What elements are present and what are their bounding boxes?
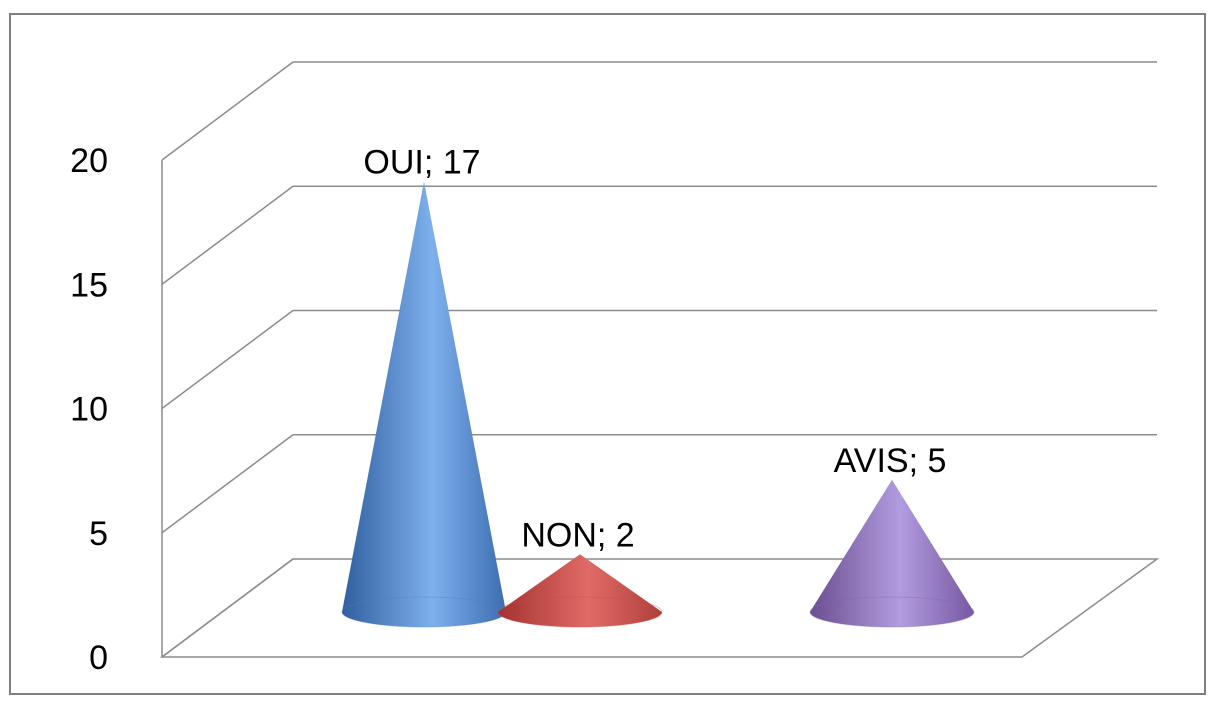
cone-base xyxy=(809,596,975,628)
chart-floor xyxy=(159,558,1160,658)
cone-body xyxy=(342,181,506,628)
chart-cones xyxy=(341,181,975,628)
cone-non xyxy=(497,554,663,628)
y-tick-label: 5 xyxy=(89,515,108,553)
floor-outline xyxy=(159,558,1160,658)
data-label-oui: OUI; 17 xyxy=(363,144,480,182)
chart-border xyxy=(9,13,1206,695)
y-tick-label: 20 xyxy=(70,142,108,180)
chart-walls xyxy=(161,61,1157,658)
cone-oui xyxy=(341,181,507,628)
gridline-side xyxy=(161,185,294,285)
gridline-side xyxy=(161,434,294,534)
data-label-non: NON; 2 xyxy=(521,516,634,554)
gridline-side xyxy=(161,61,294,161)
chart-data-labels: OUI; 17 NON; 2 AVIS; 5 xyxy=(363,144,946,555)
y-tick-label: 15 xyxy=(70,266,108,304)
y-axis-ticks: 0 5 10 15 20 xyxy=(70,142,108,677)
data-label-avis: AVIS; 5 xyxy=(834,442,947,480)
y-tick-label: 10 xyxy=(70,391,108,429)
cone-base xyxy=(497,596,663,628)
gridline-side xyxy=(161,309,294,410)
cone-avis xyxy=(809,479,975,628)
y-tick-label: 0 xyxy=(89,639,108,677)
cone-body xyxy=(810,479,974,627)
cone-body xyxy=(498,554,662,627)
